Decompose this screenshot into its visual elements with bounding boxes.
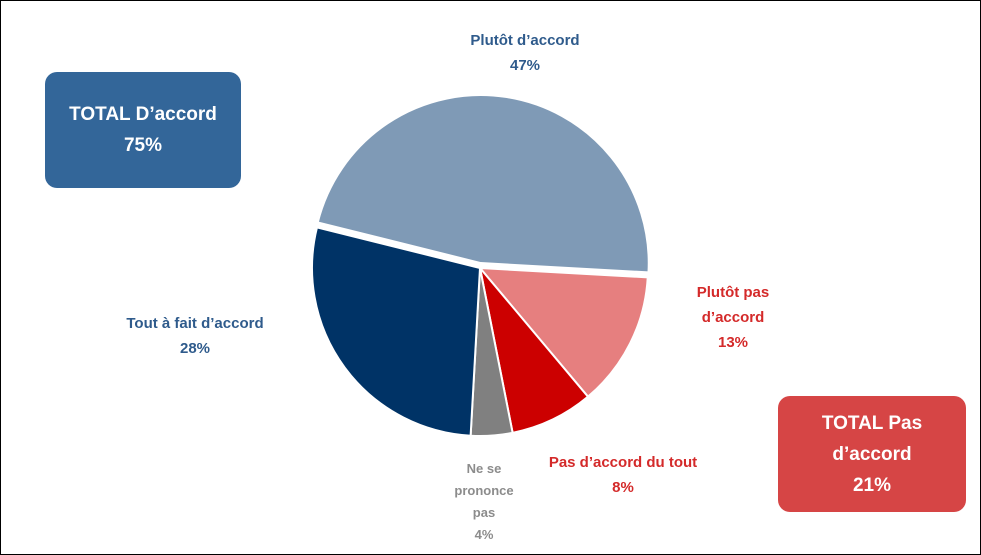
slice-label: Pas d’accord du tout 8% xyxy=(538,450,708,500)
value-label: 47% xyxy=(509,57,541,74)
slice-label: Plutôt pas d’accord 13% xyxy=(668,280,798,355)
total-value: 21% xyxy=(852,474,892,496)
total-text: TOTAL Pas d’accord xyxy=(821,412,923,465)
pie-slice xyxy=(477,266,649,399)
total-text: TOTAL D’accord xyxy=(69,104,217,125)
slice-label: Tout à fait d’accord 28% xyxy=(85,311,305,361)
category-name: Pas d’accord du tout xyxy=(548,454,698,471)
pie-slice xyxy=(311,226,482,437)
total-box: TOTAL Pas d’accord 21% xyxy=(778,396,966,512)
category-name: Tout à fait d’accord xyxy=(126,315,264,332)
category-name: Plutôt pas d’accord xyxy=(696,284,770,326)
pie-slice xyxy=(316,94,650,274)
slice-label: Plutôt d’accord 47% xyxy=(425,28,625,78)
value-label: 28% xyxy=(179,340,211,357)
value-label: 4% xyxy=(474,527,494,542)
category-name: Ne se prononce pas xyxy=(454,461,514,520)
slice-label: Ne se prononce pas 4% xyxy=(449,458,519,546)
category-name: Plutôt d’accord xyxy=(470,32,580,49)
value-label: 8% xyxy=(612,479,634,496)
total-box: TOTAL D’accord 75% xyxy=(45,72,241,188)
total-value: 75% xyxy=(123,135,163,156)
value-label: 13% xyxy=(717,334,749,351)
